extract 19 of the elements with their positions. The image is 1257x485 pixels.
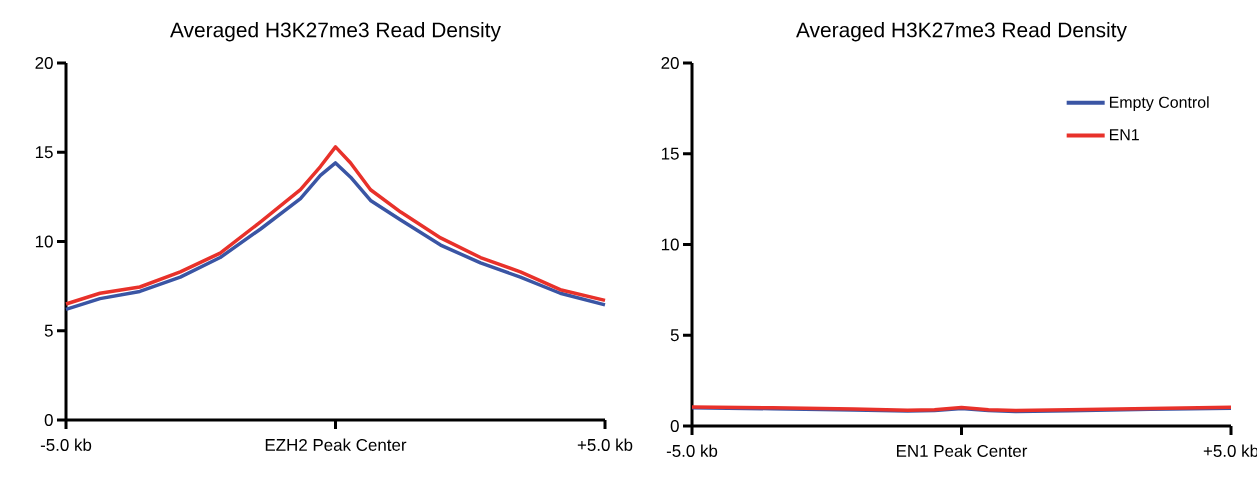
y-tick-label: 15 [661,147,679,160]
y-tick-label: 5 [44,324,53,337]
x-tick-label: EN1 Peak Center [897,444,1028,457]
x-tick-label: -5.0 kb [666,444,718,457]
x-tick-label: +5.0 kb [577,438,633,451]
y-tick-label: 5 [670,329,679,342]
legend-label: EN1 [1109,129,1139,141]
x-tick-label: -5.0 kb [40,438,92,451]
legend-label: Empty Control [1109,96,1209,112]
y-tick-label: 10 [661,238,679,251]
y-tick-label: 15 [35,146,53,159]
y-tick-label: 20 [661,56,679,69]
y-tick-label: 0 [670,419,679,432]
chart-title: Averaged H3K27me3 Read Density [796,21,1127,42]
chart-title: Averaged H3K27me3 Read Density [170,21,501,42]
y-tick-label: 10 [35,235,53,248]
y-tick-label: 20 [35,56,53,69]
y-tick-label: 0 [44,413,53,426]
x-tick-label: EZH2 Peak Center [265,438,407,451]
